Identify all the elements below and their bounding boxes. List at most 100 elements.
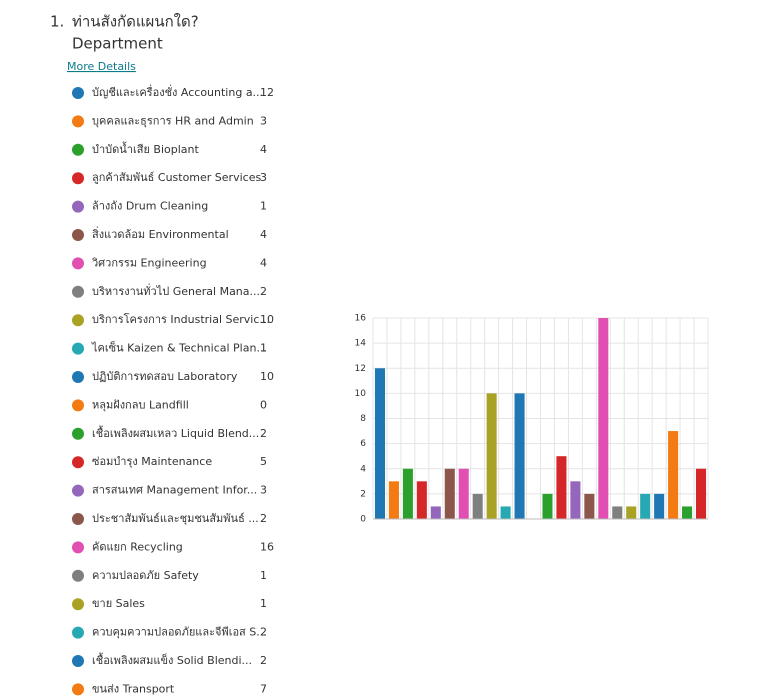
bar: [402, 468, 413, 519]
legend-count: 10: [260, 370, 274, 383]
legend-count: 2: [260, 427, 267, 440]
bar: [388, 481, 399, 519]
bar: [695, 468, 707, 519]
bar: [486, 393, 497, 519]
legend-dot: [72, 626, 84, 639]
legend-count: 16: [260, 540, 274, 553]
legend-label: บริหารงานทั่วไป General Mana...: [92, 283, 260, 298]
legend-label: บริการโครงการ Industrial Servic...: [92, 312, 270, 326]
y-tick-label: 8: [360, 414, 366, 424]
legend-dot: [72, 285, 84, 298]
legend-dot: [72, 371, 84, 383]
legend-label: เชื้อเพลิงผสมเหลว Liquid Blend...: [92, 425, 259, 440]
bar: [668, 431, 679, 519]
y-tick-label: 16: [355, 314, 367, 324]
legend-dot: [72, 683, 84, 696]
y-tick-label: 0: [360, 515, 366, 525]
legend-label: ขาย Sales: [92, 597, 145, 610]
y-tick-label: 2: [360, 489, 366, 499]
legend-count: 12: [260, 86, 274, 99]
legend-count: 1: [260, 200, 267, 213]
bar: [472, 493, 483, 519]
y-tick-label: 4: [360, 464, 366, 474]
legend-count: 2: [260, 626, 267, 639]
bar: [556, 456, 567, 519]
legend-count: 0: [260, 398, 267, 411]
legend-label: ขนส่ง Transport: [92, 682, 175, 695]
legend-count: 4: [260, 143, 267, 156]
bar: [514, 393, 525, 519]
bar: [598, 318, 609, 519]
legend-label: สิ่งแวดล้อม Environmental: [92, 226, 229, 241]
bar: [444, 468, 455, 519]
bar: [654, 493, 665, 519]
legend-dot: [72, 484, 84, 497]
legend-count: 3: [260, 114, 267, 127]
legend-label: วิศวกรรม Engineering: [91, 256, 206, 269]
legend-count: 1: [260, 597, 267, 610]
legend-dot: [72, 200, 84, 213]
legend-dot: [72, 143, 84, 156]
legend-label: ลูกค้าสัมพันธ์ Customer Services: [92, 171, 261, 184]
legend-count: 1: [260, 569, 267, 582]
legend-dot: [72, 569, 84, 582]
question-subtitle: Department: [72, 35, 163, 53]
more-details-link[interactable]: More Details: [67, 60, 136, 73]
legend-label: ประชาสัมพันธ์และชุมชนสัมพันธ์ ...: [92, 512, 259, 525]
legend-dot: [72, 427, 84, 440]
legend-label: เชื้อเพลิงผสมแข็ง Solid Blendi...: [92, 652, 252, 667]
legend-dot: [72, 87, 84, 99]
legend-count: 5: [260, 455, 267, 468]
legend-dot: [72, 541, 84, 554]
legend-dot: [72, 598, 84, 611]
legend-count: 4: [260, 256, 267, 269]
legend-label: หลุมฝังกลบ Landfill: [92, 398, 189, 411]
legend-count: 10: [260, 313, 274, 326]
legend-dot: [72, 342, 84, 355]
bar: [626, 506, 637, 519]
legend-count: 3: [260, 484, 267, 497]
question-number: 1.: [50, 13, 64, 31]
legend-label: ซ่อมบำรุง Maintenance: [92, 455, 212, 468]
legend-label: ควบคุมความปลอดภัยและจีพีเอส S...: [92, 626, 267, 639]
legend-dot: [72, 257, 84, 270]
legend-label: ไคเซ็น Kaizen & Technical Plan...: [91, 341, 267, 355]
legend-label: บุคคลและธุรการ HR and Admin: [92, 114, 254, 127]
legend-label: ปฏิบัติการทดสอบ Laboratory: [92, 370, 238, 383]
y-tick-label: 12: [355, 364, 366, 374]
legend-count: 7: [260, 682, 267, 695]
question-title: ท่านสังกัดแผนกใด?: [72, 13, 199, 31]
bar: [570, 481, 581, 519]
bar: [458, 468, 469, 519]
legend-label: ความปลอดภัย Safety: [92, 569, 199, 582]
y-tick-label: 14: [355, 339, 367, 349]
legend-label: บำบัดน้ำเสีย Bioplant: [92, 141, 199, 156]
legend-count: 2: [260, 512, 267, 525]
legend-dot: [72, 399, 84, 412]
bar: [430, 506, 441, 519]
legend-label: ล้างถัง Drum Cleaning: [92, 200, 208, 213]
bar: [682, 506, 693, 519]
bar: [374, 368, 386, 519]
bar: [542, 493, 553, 519]
legend-dot: [72, 314, 84, 327]
y-tick-label: 6: [360, 439, 366, 449]
legend-count: 2: [260, 654, 267, 667]
legend-count: 1: [260, 342, 267, 355]
legend-dot: [72, 172, 84, 185]
bar: [500, 506, 511, 519]
legend-label: คัดแยก Recycling: [92, 540, 183, 553]
legend-count: 2: [260, 285, 267, 298]
legend-dot: [72, 115, 84, 128]
legend-dot: [72, 513, 84, 525]
legend-count: 4: [260, 228, 267, 241]
y-tick-label: 10: [355, 389, 367, 399]
legend-dot: [72, 655, 84, 667]
legend-label: บัญชีและเครื่องชั่ง Accounting a...: [92, 84, 263, 99]
legend-dot: [72, 456, 84, 469]
bar: [640, 493, 651, 519]
bar: [612, 506, 623, 519]
legend-dot: [72, 229, 84, 241]
bar: [416, 481, 427, 519]
